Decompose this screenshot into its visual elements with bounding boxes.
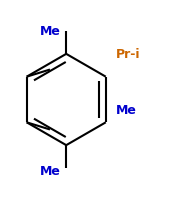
Text: Pr-i: Pr-i [116, 48, 141, 61]
Text: Me: Me [116, 104, 137, 117]
Text: Me: Me [39, 25, 60, 38]
Text: Me: Me [39, 165, 60, 178]
